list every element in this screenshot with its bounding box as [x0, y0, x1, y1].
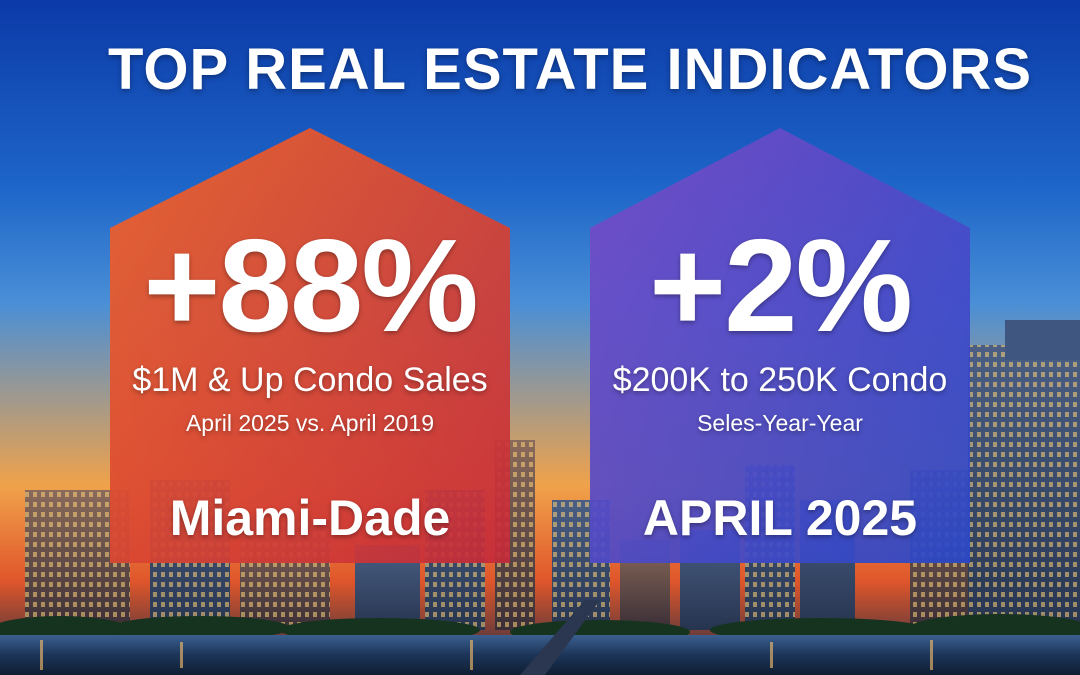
water-reflections [40, 640, 933, 670]
card-left-line2: April 2025 vs. April 2019 [185, 410, 435, 436]
card-right-shape [590, 128, 970, 563]
bridge [520, 600, 600, 675]
card-left-footer: Miami-Dade [169, 490, 451, 546]
indicator-card-right: +2% $200K to 250K Condo Seles-Year-Year … [590, 128, 970, 563]
card-left-shape [110, 128, 510, 563]
card-right-percent: +2% [649, 212, 913, 359]
card-right-line2: Seles-Year-Year [697, 410, 863, 436]
card-left-line1: $1M & Up Condo Sales [132, 361, 488, 399]
headline: TOP REAL ESTATE INDICATORS [107, 37, 1033, 102]
card-right-footer: APRIL 2025 [642, 490, 918, 546]
card-right-line1: $200K to 250K Condo [612, 361, 948, 399]
indicator-card-left: +88% $1M & Up Condo Sales April 2025 vs.… [110, 128, 510, 563]
card-left-percent: +88% [143, 212, 478, 359]
